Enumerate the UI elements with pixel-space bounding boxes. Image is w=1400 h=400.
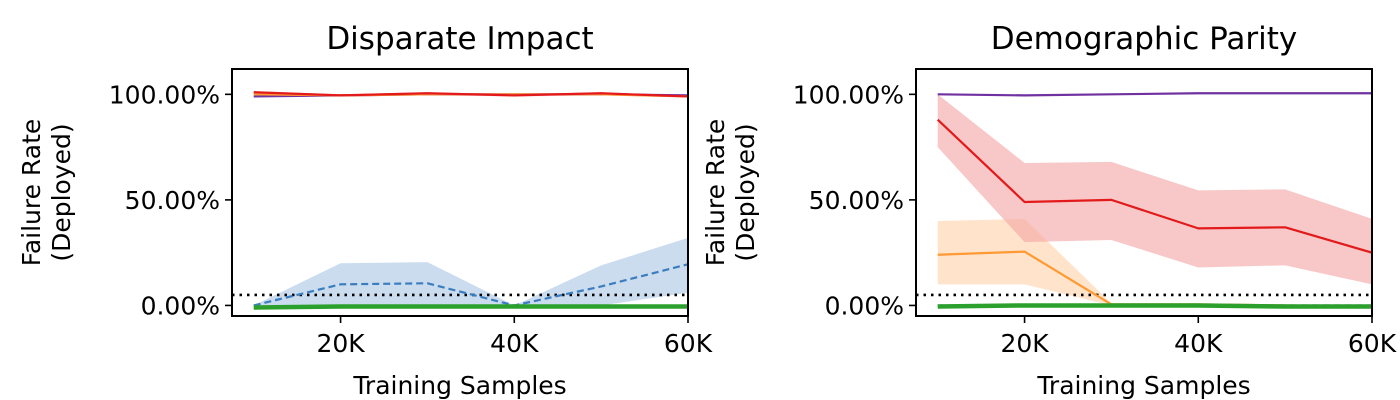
- x-tick-label: 20K: [1000, 329, 1049, 358]
- plot-frame: [915, 68, 1373, 317]
- plot-area: [916, 92, 1372, 309]
- series-line-4: [253, 304, 688, 310]
- y-tick-label: 50.00%: [809, 186, 904, 215]
- x-tick-label: 60K: [1348, 329, 1397, 358]
- series-line-0: [937, 92, 1372, 97]
- y-axis-label-line: (Deployed): [47, 123, 76, 261]
- y-tick-label: 100.00%: [793, 80, 904, 109]
- y-tick-label: 0.00%: [141, 291, 220, 320]
- confidence-band-2: [937, 94, 1372, 285]
- x-tick-label: 40K: [1174, 329, 1223, 358]
- y-axis-label-line: (Deployed): [731, 123, 760, 261]
- y-axis-label-line: Failure Rate: [701, 119, 730, 267]
- plot-area: [232, 91, 688, 310]
- chart-title: Disparate Impact: [326, 21, 593, 57]
- confidence-band-3: [253, 237, 688, 306]
- chart-title: Demographic Parity: [991, 21, 1298, 57]
- x-axis-label: Training Samples: [1036, 371, 1250, 400]
- y-axis-label: Failure Rate(Deployed): [17, 119, 76, 267]
- chart-demographic-parity: 20K 40K 60K 0.00% 50.00% 100.00% Demographic P…: [701, 21, 1397, 400]
- series-line-4: [937, 303, 1372, 309]
- y-tick-label: 100.00%: [109, 80, 220, 109]
- y-tick-label: 50.00%: [125, 186, 220, 215]
- x-tick-label: 20K: [316, 329, 365, 358]
- x-tick-label: 60K: [664, 329, 713, 358]
- series-line-2: [253, 91, 688, 98]
- y-tick-label: 0.00%: [825, 291, 904, 320]
- series-line-3: [253, 263, 688, 307]
- y-axis-label: Failure Rate(Deployed): [701, 119, 760, 267]
- plot-frame: [231, 68, 689, 317]
- x-tick-label: 40K: [490, 329, 539, 358]
- series-line-2: [936, 118, 1372, 254]
- y-axis-label-line: Failure Rate: [17, 119, 46, 267]
- x-axis-label: Training Samples: [352, 371, 566, 400]
- chart-disparate-impact: 20K 40K 60K 0.00% 50.00% 100.00% Disparate Imp…: [17, 21, 713, 400]
